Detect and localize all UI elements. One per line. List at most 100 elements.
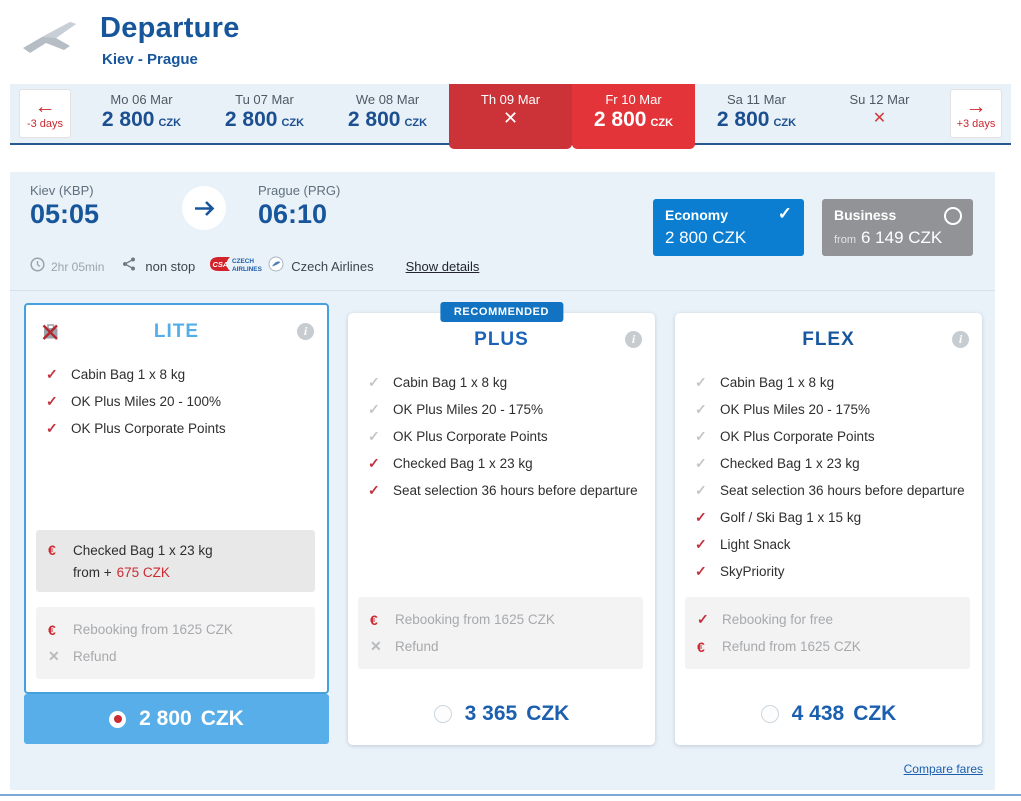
fare-price-value: 3 365 bbox=[464, 701, 518, 725]
fare-card-body: LITE i ✓ Cabin Bag 1 x 8 kg ✓ OK Plus Miles 2… bbox=[24, 303, 329, 694]
check-icon: ✓ bbox=[368, 482, 380, 498]
fare-price: 2 800 CZK bbox=[139, 707, 244, 731]
next-days-button[interactable]: → +3 days bbox=[950, 89, 1002, 138]
price-currency: CZK bbox=[650, 117, 674, 129]
fare-card-body: PLUS i ✓ Cabin Bag 1 x 8 kg ✓ OK Plus Miles 2… bbox=[348, 313, 655, 682]
fare-card-lite[interactable]: LITE i ✓ Cabin Bag 1 x 8 kg ✓ OK Plus Miles 2… bbox=[24, 303, 329, 744]
check-icon: ✓ bbox=[695, 563, 707, 579]
date-price: 2 800 CZK bbox=[80, 108, 203, 132]
price-value: 2 800 bbox=[593, 108, 647, 131]
feature-text: OK Plus Miles 20 - 100% bbox=[71, 394, 222, 409]
stops-label: non stop bbox=[145, 259, 196, 274]
feature-text: Checked Bag 1 x 23 kg bbox=[393, 456, 533, 471]
date-cell-su-12-mar[interactable]: Su 12 Mar ✕ bbox=[818, 84, 941, 143]
fare-card-header: PLUS i bbox=[348, 329, 655, 361]
fare-card-plus[interactable]: RECOMMENDED PLUS i ✓ Cabin Bag 1 x 8 kg ✓ OK P… bbox=[348, 302, 655, 745]
date-cell-th-09-mar[interactable]: Th 09 Mar ✕ bbox=[449, 84, 572, 149]
date-price: 2 800 CZK bbox=[572, 108, 695, 132]
feature-row: ✓ Golf / Ski Bag 1 x 15 kg bbox=[695, 504, 982, 531]
economy-cabin-button[interactable]: Economy ✓ 2 800 CZK bbox=[653, 199, 804, 256]
condition-row: € Rebooking from 1625 CZK bbox=[370, 606, 631, 633]
next-days-label: +3 days bbox=[956, 118, 996, 130]
price-value: 2 800 bbox=[347, 108, 401, 131]
date-cell-we-08-mar[interactable]: We 08 Mar 2 800 CZK bbox=[326, 84, 449, 143]
radio-unselected-icon bbox=[433, 704, 452, 723]
fare-card-bottom: € Checked Bag 1 x 23 kg from +675 CZK € Rebo… bbox=[26, 530, 327, 692]
fare-price-value: 4 438 bbox=[791, 701, 845, 725]
radio-unselected-icon bbox=[944, 207, 962, 225]
fare-price-currency: CZK bbox=[200, 707, 244, 730]
business-cabin-button[interactable]: Business from 6 149 CZK bbox=[822, 199, 973, 256]
compare-fares-link[interactable]: Compare fares bbox=[903, 762, 983, 776]
fare-price-currency: CZK bbox=[526, 701, 570, 725]
fare-select-bar[interactable]: 3 365 CZK bbox=[348, 682, 655, 745]
feature-row: ✓ OK Plus Miles 20 - 175% bbox=[368, 396, 655, 423]
feature-text: Seat selection 36 hours before departure bbox=[393, 483, 638, 498]
check-icon: ✓ bbox=[695, 455, 707, 471]
euro-icon: € bbox=[697, 638, 705, 655]
date-strip-days: Mo 06 Mar 2 800 CZK Tu 07 Mar 2 800 CZK We 08 … bbox=[80, 84, 941, 149]
fare-price-value: 2 800 bbox=[139, 707, 192, 730]
prev-days-label: -3 days bbox=[26, 118, 64, 130]
flight-duration: 2hr 05min bbox=[51, 259, 105, 274]
check-icon: ✓ bbox=[368, 401, 380, 417]
condition-row: € Refund from 1625 CZK bbox=[697, 633, 958, 660]
date-cell-fr-10-mar[interactable]: Fr 10 Mar 2 800 CZK bbox=[572, 84, 695, 149]
business-price-value: 6 149 CZK bbox=[861, 228, 943, 247]
date-cell-sa-11-mar[interactable]: Sa 11 Mar 2 800 CZK bbox=[695, 84, 818, 143]
route-subtitle: Kiev - Prague bbox=[102, 51, 198, 68]
svg-text:CSA: CSA bbox=[213, 260, 229, 269]
info-icon[interactable]: i bbox=[952, 331, 969, 348]
business-label: Business bbox=[834, 207, 897, 223]
price-currency: CZK bbox=[404, 117, 428, 129]
extra-text: Checked Bag 1 x 23 kg bbox=[73, 542, 213, 558]
date-cell-tu-07-mar[interactable]: Tu 07 Mar 2 800 CZK bbox=[203, 84, 326, 143]
no-checked-bag-icon bbox=[40, 321, 62, 347]
info-icon[interactable]: i bbox=[297, 323, 314, 340]
price-currency: CZK bbox=[773, 117, 797, 129]
fare-card-flex[interactable]: FLEX i ✓ Cabin Bag 1 x 8 kg ✓ OK Plus Miles 2… bbox=[675, 313, 982, 745]
feature-text: Cabin Bag 1 x 8 kg bbox=[720, 375, 835, 390]
check-icon: ✓ bbox=[368, 455, 380, 471]
arrival-block: Prague (PRG) 06:10 bbox=[258, 183, 340, 230]
extra-price: 675 CZK bbox=[116, 564, 170, 580]
feature-text: OK Plus Miles 20 - 175% bbox=[720, 402, 871, 417]
skyteam-icon bbox=[268, 256, 284, 277]
feature-row: ✓ Seat selection 36 hours before departur… bbox=[368, 477, 655, 504]
check-icon: ✓ bbox=[695, 401, 707, 417]
feature-row: ✓ Light Snack bbox=[695, 531, 982, 558]
show-details-link[interactable]: Show details bbox=[405, 259, 480, 274]
fare-card-header: FLEX i bbox=[675, 329, 982, 361]
feature-text: Cabin Bag 1 x 8 kg bbox=[393, 375, 508, 390]
price-value: 2 800 bbox=[716, 108, 770, 131]
date-cell-mo-06-mar[interactable]: Mo 06 Mar 2 800 CZK bbox=[80, 84, 203, 143]
fare-select-bar[interactable]: 4 438 CZK bbox=[675, 682, 982, 745]
fare-select-bar[interactable]: 2 800 CZK bbox=[24, 694, 329, 744]
price-value: 2 800 bbox=[224, 108, 278, 131]
destination-airport: Prague (PRG) bbox=[258, 183, 341, 198]
fare-price: 4 438 CZK bbox=[792, 702, 897, 726]
check-icon: ✓ bbox=[368, 374, 380, 390]
check-icon: ✓ bbox=[695, 428, 707, 444]
date-label: Tu 07 Mar bbox=[235, 92, 294, 107]
feature-row: ✓ OK Plus Corporate Points bbox=[368, 423, 655, 450]
date-label: Su 12 Mar bbox=[849, 92, 910, 107]
feature-text: OK Plus Corporate Points bbox=[71, 421, 226, 436]
flight-details-row: 2hr 05min non stop CSA CZECH AIRLINES Cz… bbox=[30, 255, 479, 278]
svg-text:AIRLINES: AIRLINES bbox=[232, 266, 263, 273]
condition-text: Rebooking from 1625 CZK bbox=[395, 612, 555, 627]
condition-row: ✕ Refund bbox=[370, 633, 631, 660]
fare-card-bottom: € Rebooking from 1625 CZK ✕ Refund bbox=[348, 597, 655, 682]
condition-text: Refund bbox=[73, 649, 117, 664]
feature-row: ✓ Seat selection 36 hours before departur… bbox=[695, 477, 982, 504]
fare-conditions: € Rebooking from 1625 CZK ✕ Refund bbox=[358, 597, 643, 669]
feature-row: ✓ Cabin Bag 1 x 8 kg bbox=[368, 369, 655, 396]
euro-icon: € bbox=[48, 542, 56, 558]
date-price: 2 800 CZK bbox=[695, 108, 818, 132]
fare-conditions: € Rebooking from 1625 CZK ✕ Refund bbox=[36, 607, 315, 679]
info-icon[interactable]: i bbox=[625, 331, 642, 348]
flight-panel: Kiev (KBP) 05:05 Prague (PRG) 06:10 Econ… bbox=[10, 172, 995, 790]
feature-text: Seat selection 36 hours before departure bbox=[720, 483, 965, 498]
prev-days-button[interactable]: ← -3 days bbox=[19, 89, 71, 138]
unavailable-x-icon: ✕ bbox=[872, 110, 887, 127]
